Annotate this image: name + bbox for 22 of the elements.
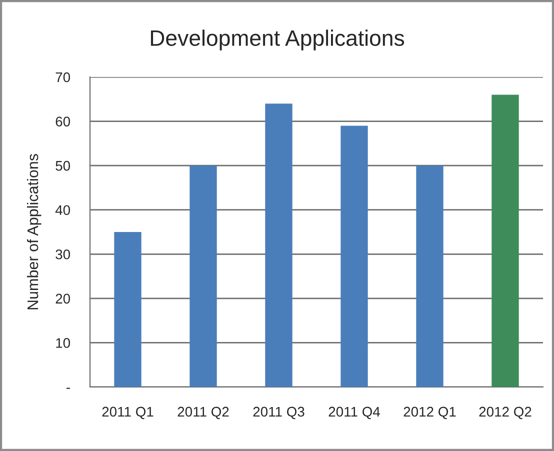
y-tick-label: 40 — [55, 205, 70, 216]
x-tick-label: 2011 Q4 — [328, 406, 380, 420]
x-tick-label: 2012 Q1 — [404, 406, 456, 420]
x-tick-label: 2012 Q2 — [479, 406, 532, 420]
y-tick-label: 60 — [56, 116, 70, 126]
bar — [340, 126, 368, 387]
y-tick-label: 30 — [56, 249, 70, 260]
x-tick-label: 2011 Q2 — [178, 406, 229, 420]
y-tick-label: - — [66, 388, 70, 389]
x-tick-label: 2011 Q3 — [253, 406, 304, 420]
bar — [265, 104, 292, 387]
y-tick-label: 50 — [56, 160, 70, 171]
bar — [492, 94, 519, 387]
y-axis-title: Number of Applications — [26, 154, 42, 310]
bar — [114, 232, 142, 387]
y-tick-label: 10 — [56, 338, 70, 348]
y-tick-label: 20 — [56, 294, 70, 304]
bar — [416, 166, 444, 387]
chart-title: Development Applications — [150, 30, 404, 50]
y-tick-label: 70 — [56, 72, 70, 82]
x-tick-label: 2011 Q1 — [102, 406, 154, 420]
bar — [190, 166, 217, 387]
